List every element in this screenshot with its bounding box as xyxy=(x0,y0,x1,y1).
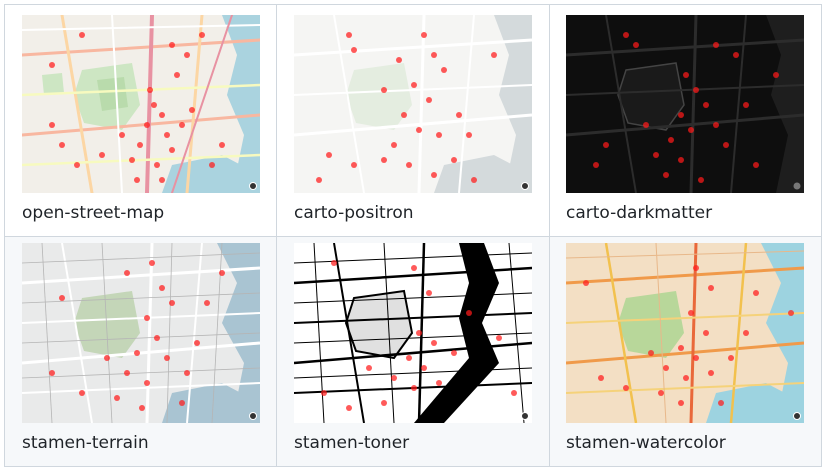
map-style-caption: stamen-terrain xyxy=(22,433,149,453)
map-style-caption: carto-positron xyxy=(294,203,414,223)
gallery-cell-carto-positron: carto-positron xyxy=(277,5,550,237)
open-street-map-thumbnail[interactable] xyxy=(22,15,260,193)
map-style-caption: carto-darkmatter xyxy=(566,203,713,223)
gallery-cell-stamen-terrain: stamen-terrain xyxy=(5,237,277,466)
stamen-terrain-thumbnail[interactable] xyxy=(22,243,260,423)
gallery-cell-carto-darkmatter: carto-darkmatter xyxy=(550,5,821,237)
stamen-toner-thumbnail[interactable] xyxy=(294,243,532,423)
stamen-watercolor-thumbnail[interactable] xyxy=(566,243,804,423)
gallery-cell-stamen-watercolor: stamen-watercolor xyxy=(550,237,821,466)
map-style-gallery: open-street-map carto-positron xyxy=(4,4,822,467)
gallery-cell-open-street-map: open-street-map xyxy=(5,5,277,237)
map-style-caption: stamen-toner xyxy=(294,433,410,453)
map-style-caption: stamen-watercolor xyxy=(566,433,726,453)
carto-positron-thumbnail[interactable] xyxy=(294,15,532,193)
gallery-cell-stamen-toner: stamen-toner xyxy=(277,237,550,466)
carto-darkmatter-thumbnail[interactable] xyxy=(566,15,804,193)
map-style-caption: open-street-map xyxy=(22,203,165,223)
